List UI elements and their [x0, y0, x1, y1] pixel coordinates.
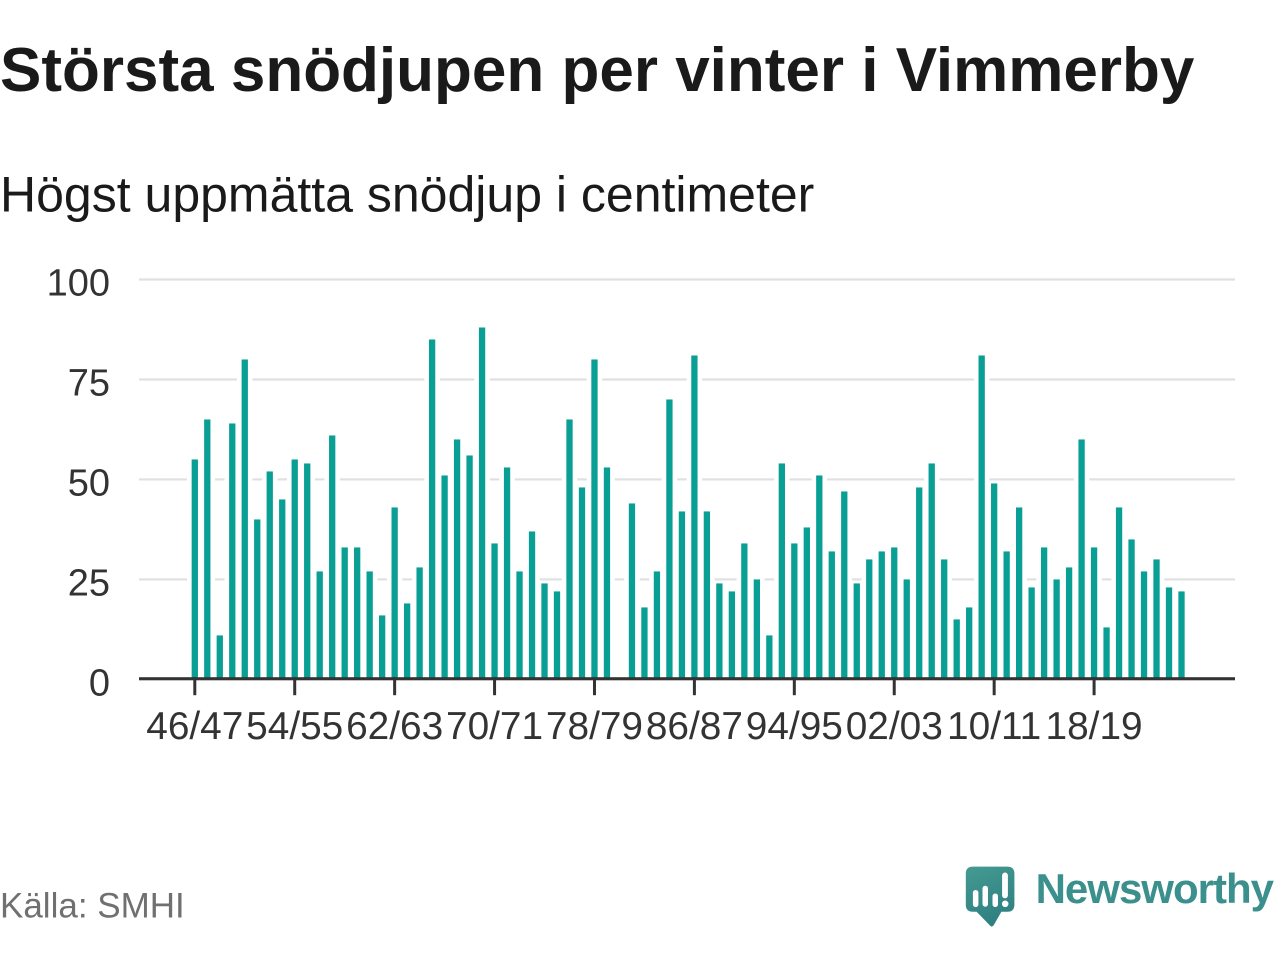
svg-text:62/63: 62/63 [346, 705, 443, 748]
svg-text:18/19: 18/19 [1046, 705, 1143, 748]
svg-text:Högst uppmätta snödjup i centi: Högst uppmätta snödjup i centimeter [0, 167, 814, 223]
svg-text:Största snödjupen per vinter i: Största snödjupen per vinter i Vimmerby [0, 36, 1195, 105]
svg-text:10/11: 10/11 [947, 705, 1041, 748]
svg-text:Newsworthy: Newsworthy [1036, 865, 1275, 912]
svg-text:02/03: 02/03 [846, 705, 943, 748]
svg-text:70/71: 70/71 [446, 705, 543, 748]
svg-text:50: 50 [68, 462, 110, 504]
svg-text:86/87: 86/87 [646, 705, 743, 748]
svg-text:100: 100 [47, 263, 110, 305]
svg-text:78/79: 78/79 [546, 705, 643, 748]
svg-text:75: 75 [68, 363, 110, 405]
svg-text:25: 25 [68, 562, 110, 604]
svg-text:94/95: 94/95 [746, 705, 843, 748]
svg-text:54/55: 54/55 [246, 705, 343, 748]
svg-text:Källa: SMHI: Källa: SMHI [0, 887, 185, 926]
svg-text:46/47: 46/47 [146, 705, 243, 748]
svg-text:0: 0 [89, 662, 110, 704]
